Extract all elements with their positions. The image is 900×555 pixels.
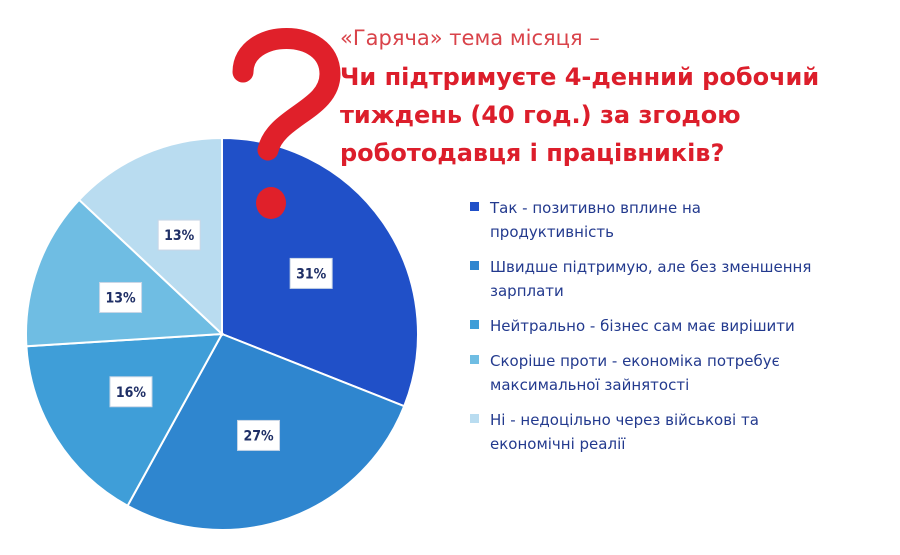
pie-value-labels: 31% 27% 16% 13% 13%: [99, 219, 333, 451]
pie-slices: [25, 136, 419, 531]
chart-subtitle: «Гаряча» тема місяця –: [340, 26, 600, 50]
legend-label: Нейтрально - бізнес сам має вирішити: [490, 317, 795, 335]
legend-item-0: Так - позитивно вплине на продуктивність: [470, 196, 890, 244]
legend-label: Скоріше проти - економіка потребує макси…: [490, 352, 780, 394]
legend-item-1: Швидше підтримую, але без зменшення зарп…: [470, 255, 890, 303]
question-mark-icon: [232, 28, 341, 219]
slice-label-text: 13%: [105, 290, 136, 306]
slice-value-label-3: 13%: [99, 281, 143, 313]
slice-label-box: [109, 376, 153, 408]
pie-slice-4: [77, 136, 223, 337]
slice-label-text: 13%: [164, 228, 195, 244]
slice-value-label-1: 27%: [237, 419, 281, 451]
slice-label-box: [289, 257, 333, 289]
legend-label: Так - позитивно вплине на продуктивність: [490, 199, 701, 241]
legend-swatch: [470, 355, 479, 364]
legend-label: Швидше підтримую, але без зменшення зарп…: [490, 258, 812, 300]
chart-title: Чи підтримуєте 4-денний робочий тиждень …: [340, 63, 820, 167]
slice-label-box: [99, 281, 143, 313]
legend-item-3: Скоріше проти - економіка потребує макси…: [470, 349, 890, 397]
legend-item-2: Нейтрально - бізнес сам має вирішити: [470, 314, 890, 338]
chart-legend: Так - позитивно вплине на продуктивність…: [470, 196, 890, 467]
slice-label-text: 27%: [243, 428, 274, 444]
legend-swatch: [470, 320, 479, 329]
slice-value-label-2: 16%: [109, 376, 153, 408]
legend-label: Ні - недоцільно через військові та еконо…: [490, 411, 759, 453]
slice-value-label-4: 13%: [157, 219, 201, 251]
slice-value-label-0: 31%: [289, 257, 333, 289]
pie-slice-3: [25, 198, 225, 348]
legend-swatch: [470, 414, 479, 423]
legend-swatch: [470, 202, 479, 211]
pie-slice-2: [25, 332, 224, 508]
slice-label-box: [157, 219, 201, 251]
legend-item-4: Ні - недоцільно через військові та еконо…: [470, 408, 890, 456]
slice-label-text: 31%: [296, 266, 327, 282]
legend-swatch: [470, 261, 479, 270]
slice-label-text: 16%: [116, 385, 147, 401]
slice-label-box: [237, 419, 281, 451]
